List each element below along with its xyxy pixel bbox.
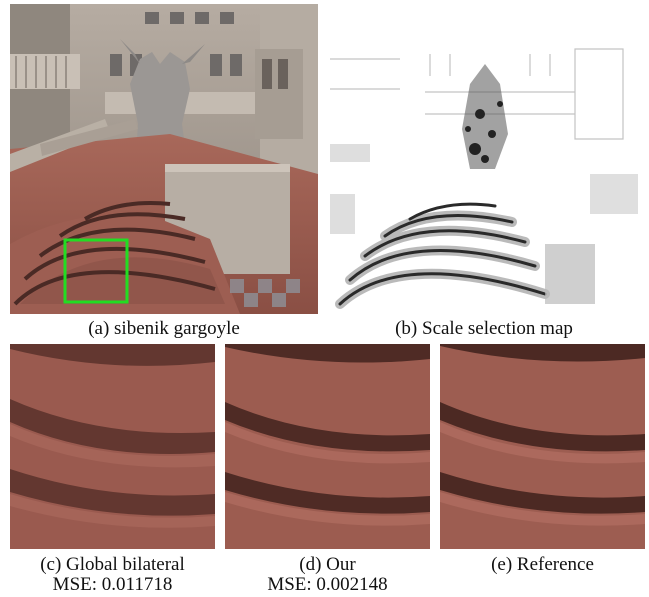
- caption-c: (c) Global bilateral MSE: 0.011718: [10, 555, 215, 595]
- caption-c-mse: MSE: 0.011718: [52, 574, 173, 595]
- caption-b: (b) Scale selection map: [395, 318, 573, 339]
- panel-e-reference-crop: [440, 344, 645, 549]
- zoom-region-box: [63, 238, 129, 304]
- caption-e: (e) Reference: [440, 555, 645, 575]
- caption-c-label: (c) Global bilateral: [40, 554, 185, 575]
- crop-c-illustration: [10, 344, 215, 549]
- caption-d: (d) Our MSE: 0.002148: [225, 555, 430, 595]
- caption-e-label: (e) Reference: [491, 554, 594, 575]
- scale-map-illustration: [330, 4, 638, 314]
- crop-e-illustration: [440, 344, 645, 549]
- caption-d-label: (d) Our: [299, 554, 356, 575]
- caption-d-mse: MSE: 0.002148: [267, 574, 388, 595]
- panel-a-scene-render: [10, 4, 318, 314]
- scene-illustration: [10, 4, 318, 314]
- panel-d-our-crop: [225, 344, 430, 549]
- panel-c-global-bilateral-crop: [10, 344, 215, 549]
- panel-b-scale-map: [330, 4, 638, 314]
- caption-a: (a) sibenik gargoyle: [88, 318, 240, 339]
- crop-d-illustration: [225, 344, 430, 549]
